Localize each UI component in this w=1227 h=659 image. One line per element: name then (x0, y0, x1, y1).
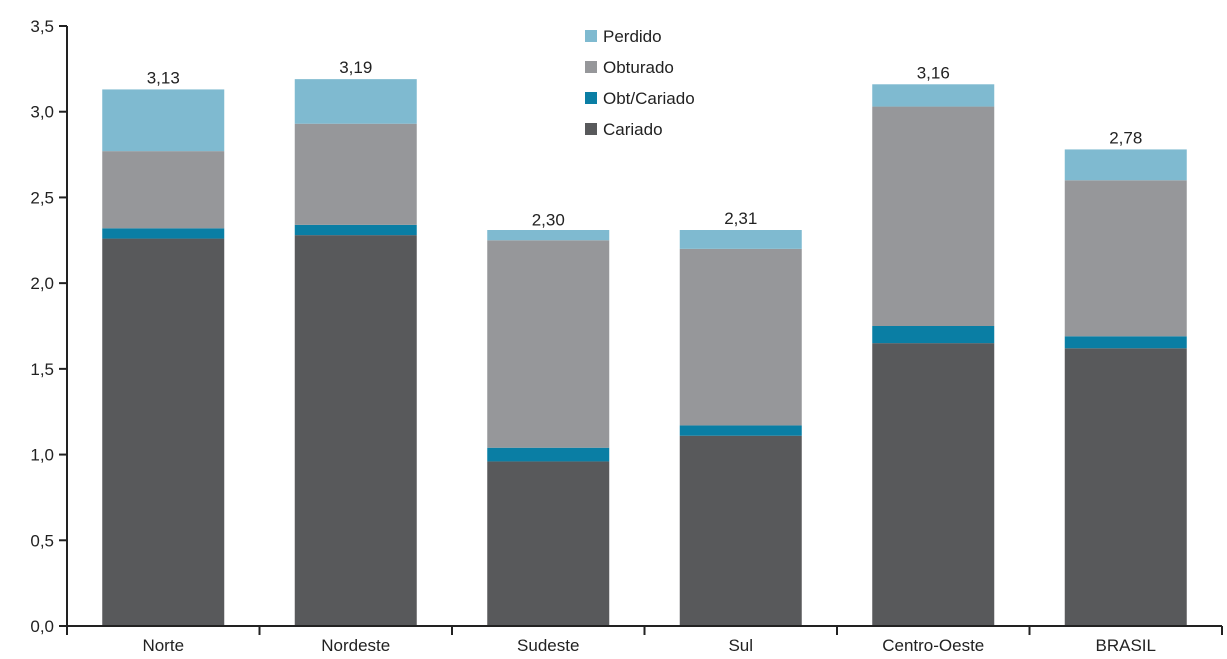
bar-segment-cariado-sul (679, 435, 802, 626)
y-tick-label: 1,0 (30, 446, 54, 465)
y-tick-label: 2,0 (30, 274, 54, 293)
bar-segment-obt-cariado-sul (679, 425, 802, 436)
bar-segment-obturado-norte (102, 151, 225, 229)
bar-segment-obturado-sul (679, 248, 802, 426)
total-label: 2,31 (724, 209, 757, 228)
x-tick-label: Centro-Oeste (882, 636, 984, 655)
bar-segment-obt-cariado-brasil (1064, 336, 1187, 349)
legend-swatch-perdido (585, 30, 597, 42)
x-tick-label: Nordeste (321, 636, 390, 655)
y-tick-label: 0,0 (30, 617, 54, 636)
bar-segment-obt-cariado-norte (102, 228, 225, 239)
y-tick-label: 2,5 (30, 188, 54, 207)
bar-segment-perdido-sudeste (487, 230, 610, 241)
axes-layer: Norte Nordeste Sudeste Sul Centro-Oeste BRASI… (30, 17, 1223, 655)
total-label: 3,19 (339, 58, 372, 77)
bar-segment-obt-cariado-nordeste (294, 224, 417, 236)
y-tick-label: 3,5 (30, 17, 54, 36)
y-tick-label: 3,0 (30, 103, 54, 122)
bar-segment-perdido-nordeste (294, 79, 417, 124)
y-tick-label: 1,5 (30, 360, 54, 379)
bar-segment-cariado-sudeste (487, 461, 610, 626)
bar-segment-perdido-sul (679, 230, 802, 249)
bar-segment-obt-cariado-sudeste (487, 447, 610, 462)
x-tick-label: Sudeste (517, 636, 579, 655)
x-tick-label: Sul (728, 636, 753, 655)
bar-segment-cariado-nordeste (294, 235, 417, 626)
bar-segment-perdido-brasil (1064, 149, 1187, 181)
x-tick-label: BRASIL (1096, 636, 1156, 655)
bar-segment-cariado-centro-oeste (872, 343, 995, 626)
bar-segment-obt-cariado-centro-oeste (872, 326, 995, 344)
x-tick-label: Norte (142, 636, 184, 655)
legend: Perdido Obturado Obt/Cariado Cariado (585, 27, 695, 139)
bar-segment-perdido-norte (102, 89, 225, 152)
y-tick-label: 0,5 (30, 531, 54, 550)
legend-swatch-obturado (585, 61, 597, 73)
bar-segment-obturado-nordeste (294, 123, 417, 225)
bar-segment-cariado-brasil (1064, 348, 1187, 626)
legend-label: Perdido (603, 27, 662, 46)
bar-segment-cariado-norte (102, 238, 225, 627)
total-label: 2,78 (1109, 128, 1142, 147)
legend-label: Obturado (603, 58, 674, 77)
total-label: 3,13 (147, 68, 180, 87)
total-label: 2,30 (532, 211, 565, 230)
legend-swatch-cariado (585, 123, 597, 135)
legend-label: Obt/Cariado (603, 89, 695, 108)
bar-segment-obturado-brasil (1064, 180, 1187, 337)
bar-segment-obturado-centro-oeste (872, 106, 995, 326)
bars-layer: 3,13 3,19 2,30 2,31 3,16 2,78 (102, 58, 1187, 627)
legend-swatch-obt-cariado (585, 92, 597, 104)
bar-segment-obturado-sudeste (487, 240, 610, 448)
total-label: 3,16 (917, 63, 950, 82)
bar-segment-perdido-centro-oeste (872, 84, 995, 107)
legend-label: Cariado (603, 120, 663, 139)
